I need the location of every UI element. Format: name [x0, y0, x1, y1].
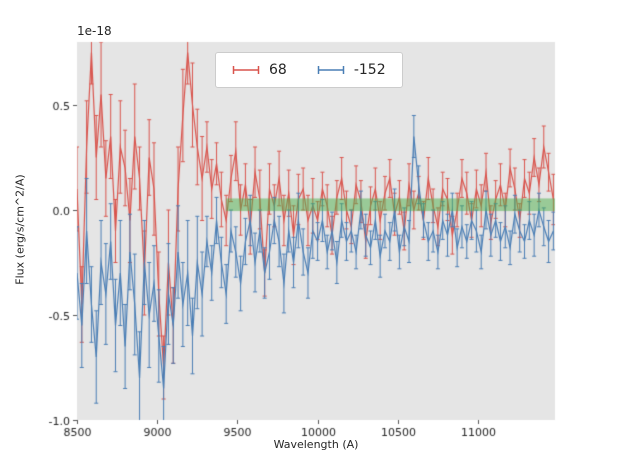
y-axis-offset-text: 1e-18 — [77, 24, 112, 38]
legend-label-red: 68 — [269, 62, 287, 78]
legend: 68 -152 — [215, 52, 403, 88]
legend-entry-red: 68 — [232, 62, 287, 78]
legend-label-blue: -152 — [353, 62, 386, 78]
legend-entry-blue: -152 — [317, 62, 386, 78]
errorbar-glyph-blue — [317, 66, 345, 74]
errorbar-glyph-red — [232, 66, 260, 74]
y-axis-label: Flux (erg/s/cm^2/A) — [13, 174, 27, 285]
x-axis-label: Wavelength (A) — [273, 438, 359, 451]
